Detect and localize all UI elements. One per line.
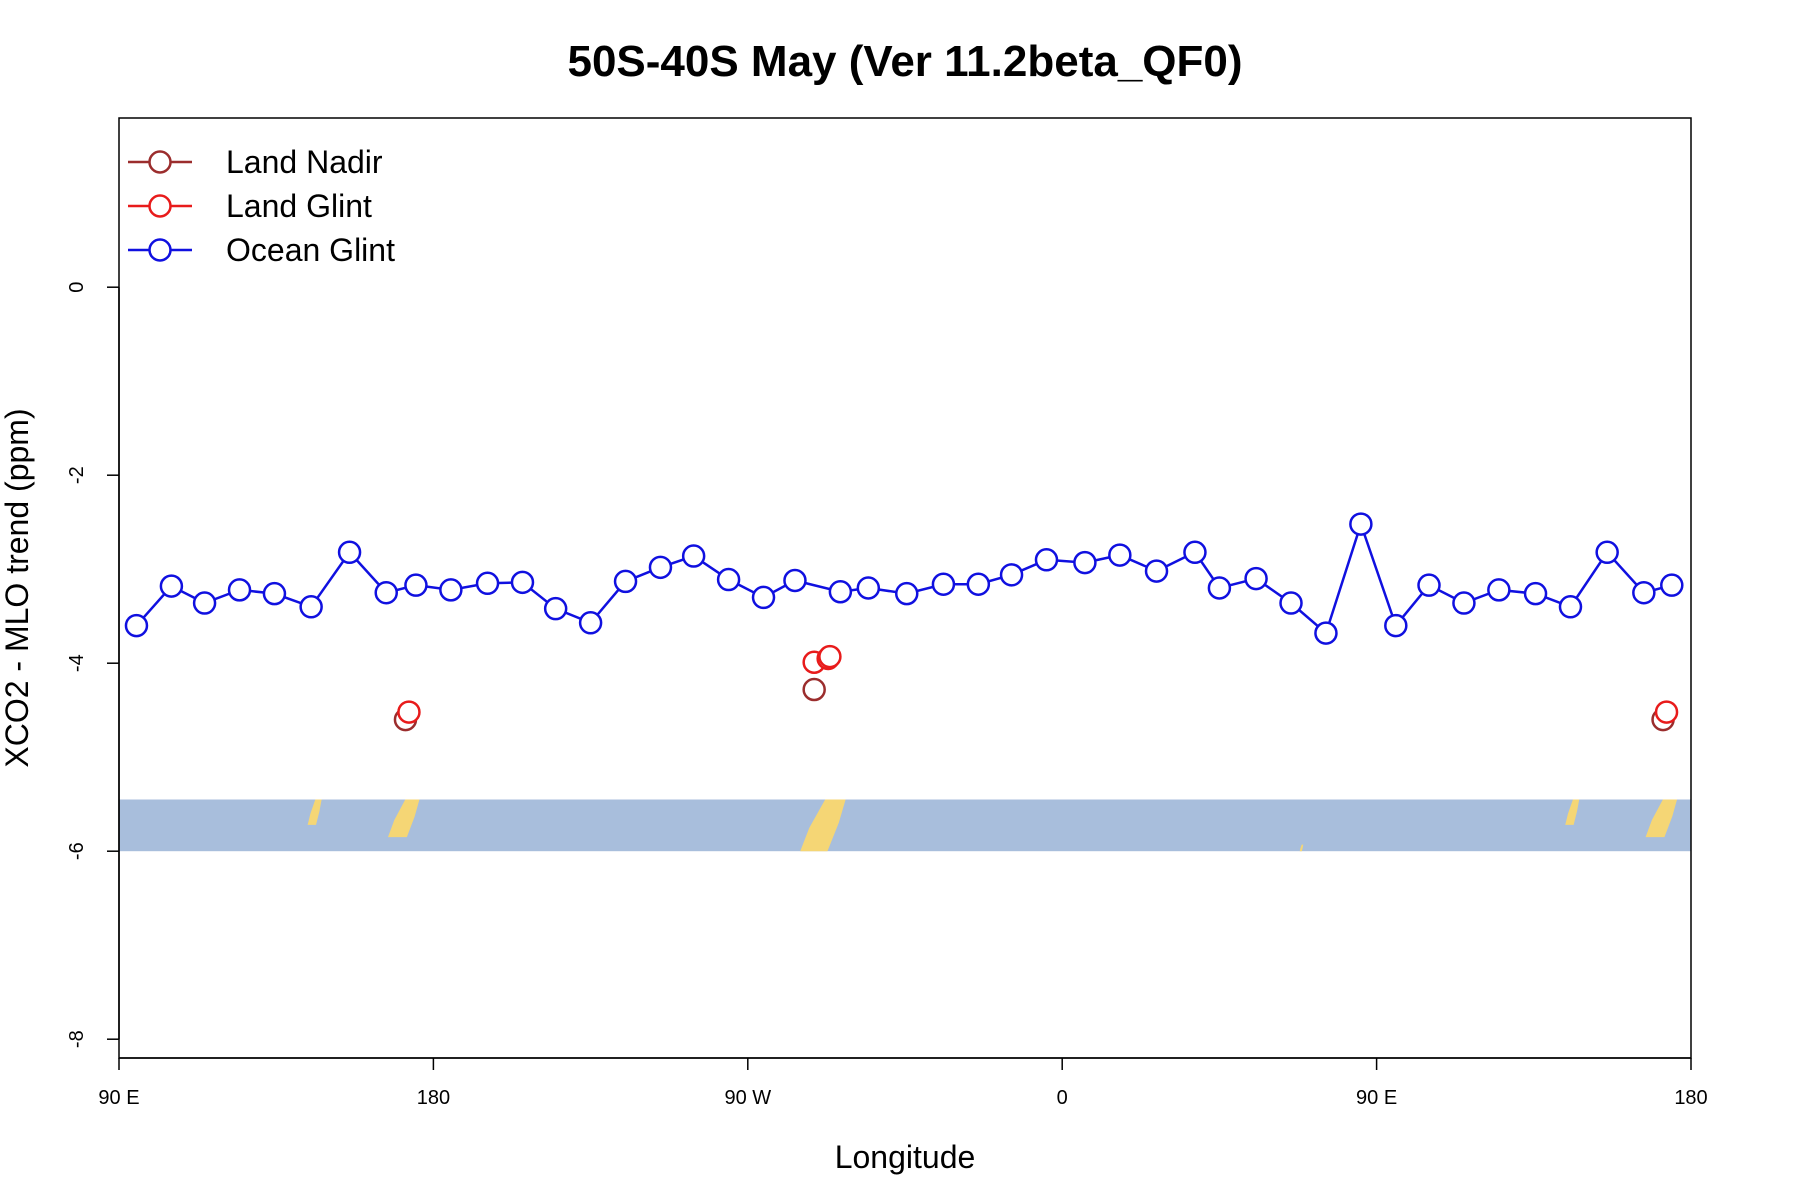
data-point-ocean-glint bbox=[966, 572, 991, 596]
data-point-ocean-glint bbox=[1144, 559, 1169, 583]
series-layer bbox=[124, 512, 1684, 732]
x-tick-label: 180 bbox=[1674, 1087, 1707, 1109]
data-point-ocean-glint bbox=[1034, 548, 1059, 572]
x-tick-label: 90 E bbox=[98, 1087, 139, 1109]
map-landmass-4 bbox=[1565, 799, 1580, 825]
data-point-ocean-glint bbox=[1314, 621, 1338, 645]
x-tick-label: 180 bbox=[417, 1087, 450, 1109]
data-point-land-nadir bbox=[802, 677, 826, 702]
data-point-ocean-glint bbox=[751, 585, 776, 610]
legend-label: Land Nadir bbox=[226, 144, 383, 180]
legend-label: Ocean Glint bbox=[226, 232, 395, 268]
data-point-ocean-glint bbox=[578, 611, 603, 635]
data-point-ocean-glint bbox=[227, 578, 252, 602]
data-point-ocean-glint bbox=[1073, 550, 1097, 575]
data-point-land-glint bbox=[818, 644, 842, 669]
x-tick-label: 90 W bbox=[724, 1087, 771, 1109]
legend-label: Land Glint bbox=[226, 188, 372, 224]
chart-title: 50S-40S May (Ver 11.2beta_QF0) bbox=[567, 37, 1242, 86]
data-point-ocean-glint bbox=[1183, 540, 1207, 565]
legend-item-ocean-glint: Ocean Glint bbox=[128, 232, 395, 268]
data-point-land-glint bbox=[397, 700, 421, 724]
data-point-ocean-glint bbox=[1660, 573, 1684, 597]
series-ocean-glint bbox=[124, 512, 1684, 645]
data-point-ocean-glint bbox=[439, 578, 463, 602]
legend-item-land-glint: Land Glint bbox=[128, 188, 372, 224]
data-point-ocean-glint bbox=[1349, 512, 1373, 536]
data-point-ocean-glint bbox=[475, 571, 500, 596]
data-point-ocean-glint bbox=[1108, 543, 1132, 567]
data-point-ocean-glint bbox=[299, 595, 323, 619]
legend-marker bbox=[148, 150, 172, 174]
data-point-ocean-glint bbox=[1595, 540, 1619, 565]
data-point-ocean-glint bbox=[159, 574, 184, 598]
y-tick-label: -2 bbox=[66, 466, 88, 484]
data-point-land-glint bbox=[1654, 700, 1679, 724]
map-landmass-2 bbox=[800, 799, 846, 852]
y-tick-label: -4 bbox=[66, 654, 88, 672]
data-point-ocean-glint bbox=[1632, 580, 1656, 605]
legend-marker bbox=[148, 238, 172, 262]
data-point-ocean-glint bbox=[192, 591, 217, 615]
data-point-ocean-glint bbox=[856, 576, 881, 600]
data-point-ocean-glint bbox=[1523, 581, 1548, 606]
data-point-ocean-glint bbox=[931, 572, 956, 596]
y-tick-label: -6 bbox=[66, 842, 88, 860]
data-point-ocean-glint bbox=[783, 568, 807, 593]
data-point-ocean-glint bbox=[124, 613, 149, 638]
data-point-ocean-glint bbox=[716, 567, 741, 592]
data-point-ocean-glint bbox=[262, 581, 287, 606]
x-tick-label: 90 E bbox=[1356, 1087, 1397, 1109]
data-point-ocean-glint bbox=[337, 540, 362, 565]
map-landmass-5 bbox=[1645, 799, 1678, 838]
plot-frame bbox=[118, 117, 1692, 1059]
data-point-ocean-glint bbox=[828, 580, 853, 604]
y-tick-label: 0 bbox=[66, 282, 88, 293]
data-point-ocean-glint bbox=[1417, 573, 1441, 597]
data-point-ocean-glint bbox=[1558, 595, 1583, 619]
data-point-ocean-glint bbox=[1279, 591, 1303, 615]
map-ocean-band bbox=[119, 799, 1691, 852]
data-point-ocean-glint bbox=[1244, 566, 1268, 591]
data-point-ocean-glint bbox=[404, 573, 428, 597]
data-point-ocean-glint bbox=[1487, 578, 1511, 602]
data-point-ocean-glint bbox=[1452, 591, 1476, 615]
x-axis-label: Longitude bbox=[835, 1139, 976, 1175]
data-point-ocean-glint bbox=[1384, 613, 1408, 638]
data-point-ocean-glint bbox=[543, 596, 568, 621]
data-point-ocean-glint bbox=[681, 544, 706, 568]
map-landmass-3 bbox=[1299, 844, 1304, 852]
map-strip bbox=[119, 799, 1691, 852]
y-axis-label: XCO2 - MLO trend (ppm) bbox=[0, 408, 35, 767]
data-point-ocean-glint bbox=[894, 581, 919, 606]
x-tick-label: 0 bbox=[1057, 1087, 1068, 1109]
data-point-ocean-glint bbox=[1207, 576, 1232, 600]
data-point-ocean-glint bbox=[374, 580, 398, 605]
data-point-ocean-glint bbox=[648, 555, 673, 580]
map-landmass-0 bbox=[307, 799, 322, 825]
series-land-glint bbox=[397, 644, 1679, 724]
y-tick-label: -8 bbox=[66, 1030, 88, 1048]
legend: Land Nadir Land Glint Ocean Glint bbox=[128, 144, 395, 268]
legend-marker bbox=[148, 194, 172, 218]
map-landmass-1 bbox=[387, 799, 420, 838]
data-point-ocean-glint bbox=[510, 570, 535, 595]
legend-item-land-nadir: Land Nadir bbox=[128, 144, 383, 180]
data-point-ocean-glint bbox=[999, 563, 1024, 587]
data-point-ocean-glint bbox=[613, 569, 638, 594]
